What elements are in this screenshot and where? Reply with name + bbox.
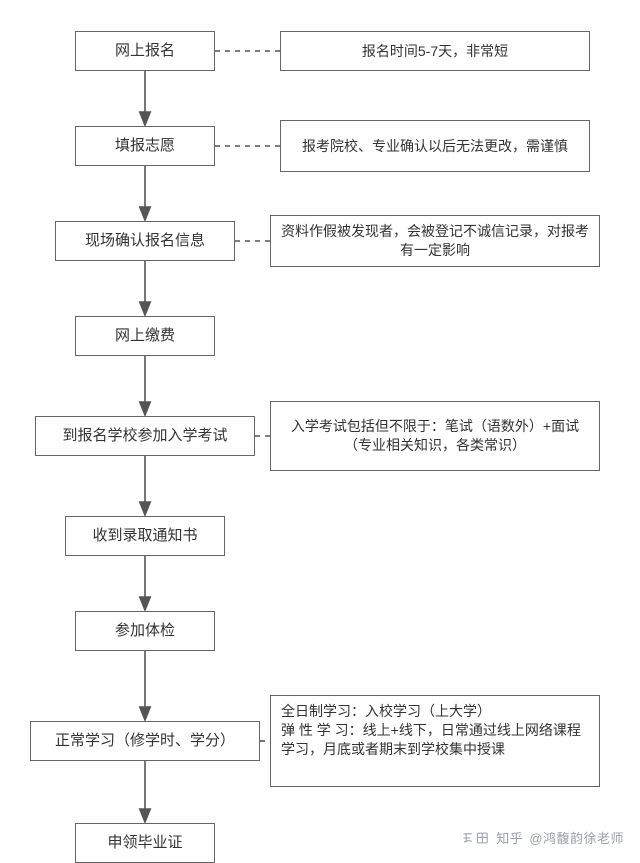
- step-box-s5: 到报名学校参加入学考试: [35, 416, 255, 456]
- note-box-s2: 报考院校、专业确认以后无法更改，需谨慎: [280, 120, 590, 172]
- step-box-s7: 参加体检: [75, 611, 215, 651]
- step-box-s4: 网上缴费: [75, 316, 215, 356]
- note-box-s8: 全日制学习：入校学习（上大学）弹 性 学 习：线上+线下，日常通过线上网络课程学…: [270, 695, 600, 787]
- note-box-s5: 入学考试包括但不限于：笔试（语数外）+面试（专业相关知识，各类常识）: [270, 401, 600, 471]
- note-box-s3: 资料作假被发现者，会被登记不诚信记录，对报考有一定影响: [270, 215, 600, 267]
- step-box-s3: 现场确认报名信息: [55, 221, 235, 261]
- step-box-s1: 网上报名: [75, 31, 215, 71]
- zhihu-logo-icon: [462, 831, 490, 845]
- step-box-s6: 收到录取通知书: [65, 516, 225, 556]
- watermark: 知乎 @鸿馥韵徐老师: [462, 828, 624, 847]
- step-box-s2: 填报志愿: [75, 126, 215, 166]
- flowchart-canvas: 网上报名填报志愿现场确认报名信息网上缴费到报名学校参加入学考试收到录取通知书参加…: [0, 0, 640, 857]
- watermark-prefix: 知乎: [496, 828, 523, 847]
- step-box-s9: 申领毕业证: [75, 823, 215, 863]
- watermark-text: @鸿馥韵徐老师: [529, 828, 624, 847]
- step-box-s8: 正常学习（修学时、学分）: [30, 721, 260, 761]
- note-box-s1: 报名时间5-7天，非常短: [280, 31, 590, 71]
